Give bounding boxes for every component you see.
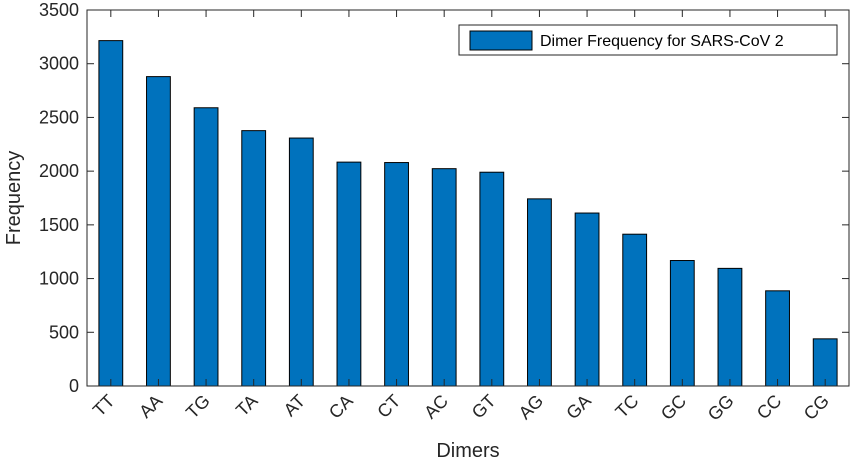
x-axis-label: Dimers [436,440,499,461]
x-tick-label: GC [657,391,690,424]
x-tick-label: AT [280,391,309,420]
y-tick-label: 2500 [39,107,79,127]
bar-gt [479,171,505,387]
x-tick-label: AC [420,391,452,423]
y-tick-label: 3000 [39,54,79,74]
bar-cc [765,290,790,387]
y-tick-label: 1000 [39,269,79,289]
x-tick-label: AA [135,391,166,422]
x-tick-label: TT [89,391,119,421]
y-tick-label: 1500 [39,215,79,235]
x-tick-label: CG [800,391,833,424]
x-tick-label: GT [468,391,500,423]
y-tick-label: 0 [69,376,79,396]
bar-cg [812,338,838,387]
x-tick-label: TG [182,391,214,423]
bar-aa [146,76,171,387]
bar-ta [241,130,267,387]
x-tick-label: CT [373,391,404,422]
bar-ag [527,198,552,387]
x-tick-label: GA [562,391,595,424]
y-tick-label: 500 [49,322,79,342]
bar-tc [622,233,648,387]
x-tick-label: TC [611,391,642,422]
x-tick-label: CA [325,391,357,423]
y-tick-labels: 0 500 1000 1500 2000 2500 3000 3500 [39,0,79,396]
bars-group [98,40,838,387]
bar-tt [98,40,124,387]
x-tick-label: GG [704,391,738,425]
x-tick-label: CC [753,391,786,424]
axes-group [86,9,850,387]
bar-tg [193,107,219,387]
y-axis-label: Frequency [3,151,25,246]
bar-ct [384,162,409,387]
x-tick-labels: TT AA TG TA AT CA CT AC GT AG GA TC GC GG CC CG [89,391,833,425]
legend-swatch [469,30,533,51]
plot-frame [86,9,850,387]
x-tick-label: AG [515,391,548,424]
bar-at [288,137,314,387]
bar-ca [336,161,362,387]
bar-gc [669,260,695,387]
bar-gg [717,267,743,387]
bar-ga [574,212,600,387]
legend: Dimer Frequency for SARS-CoV 2 [458,24,838,56]
legend-label: Dimer Frequency for SARS-CoV 2 [540,33,784,50]
y-tick-label: 3500 [39,0,79,20]
x-tick-label: TA [232,391,261,420]
y-tick-label: 2000 [39,161,79,181]
bar-ac [431,168,457,387]
